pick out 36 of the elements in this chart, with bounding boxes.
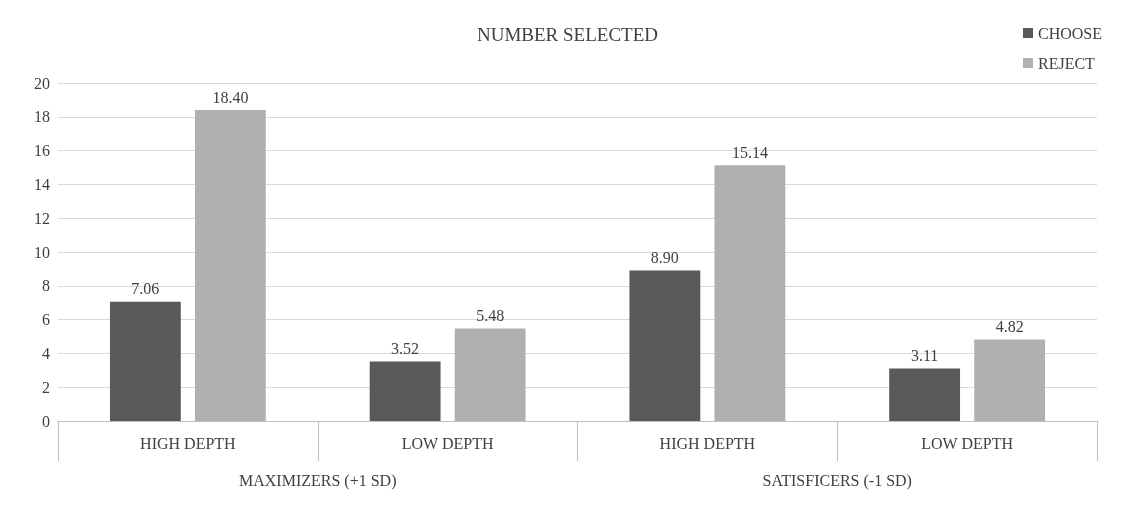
text: 4.82 — [995, 318, 1024, 336]
y-tick-label: 8 — [42, 277, 50, 295]
legend-label: CHOOSE — [1037, 24, 1103, 42]
bar — [369, 361, 441, 421]
text: 3.11 — [910, 346, 939, 364]
y-tick-label: 18 — [34, 108, 50, 126]
y-tick-label: 20 — [34, 74, 50, 92]
bar — [629, 270, 701, 421]
y-tick-label: 0 — [42, 412, 50, 430]
bar — [454, 328, 526, 421]
text: SATISFICERS (-1 SD) — [762, 471, 912, 490]
text: 3.52 — [391, 340, 420, 358]
chart-title: NUMBER SELECTED — [476, 24, 659, 45]
y-tick-label: 10 — [34, 243, 50, 261]
y-tick-label: 2 — [42, 378, 50, 396]
text: MAXIMIZERS (+1 SD) — [239, 471, 397, 490]
text: 7.06 — [131, 280, 160, 298]
y-tick-label: 4 — [42, 344, 50, 362]
bar — [109, 301, 181, 421]
text: 18.40 — [212, 88, 249, 106]
y-tick-label: 14 — [34, 175, 50, 193]
x-tick-label: HIGH DEPTH — [140, 434, 237, 452]
bar — [889, 368, 961, 421]
text: 8.90 — [650, 249, 679, 267]
x-tick-label: LOW DEPTH — [921, 434, 1014, 452]
y-tick-label: 16 — [34, 142, 50, 160]
x-tick-label: HIGH DEPTH — [659, 434, 756, 452]
bar — [714, 165, 786, 421]
text: 15.14 — [731, 143, 768, 161]
bar — [974, 339, 1046, 421]
x-tick-label: LOW DEPTH — [401, 434, 494, 452]
legend-label: REJECT — [1037, 54, 1096, 72]
bar — [194, 110, 266, 421]
text: 5.48 — [476, 306, 505, 324]
y-tick-label: 6 — [42, 311, 50, 329]
y-tick-label: 12 — [34, 209, 50, 227]
